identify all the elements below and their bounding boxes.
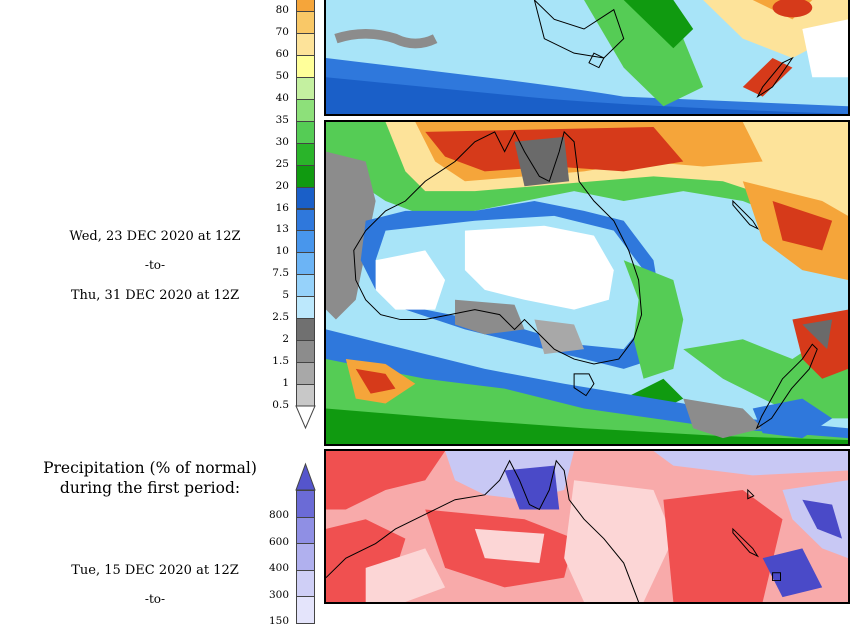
precip-legend-swatch [296,296,315,320]
percent-legend-arrow [295,462,316,491]
percent-legend-tick: 400 [268,562,289,574]
percent-normal-legend: 800 600 400 300 150 [240,460,325,627]
period-end-label: Thu, 31 DEC 2020 at 12Z [70,288,240,303]
precip-legend-tick: 40 [275,91,289,104]
percent-legend-swatch [296,543,315,571]
percent-normal-map [324,449,850,604]
precip-legend-swatch [296,274,315,298]
percent-legend-tick: 600 [268,535,289,548]
precip-legend-swatch [296,340,315,364]
precip-legend-tick: 20 [275,179,289,192]
percent-legend-tick: 800 [268,509,289,521]
percent-legend-swatch [296,569,315,597]
precip-legend-tick: 1.5 [272,355,289,368]
percent-legend-swatch [296,516,315,544]
precip-legend-tick: 2 [282,333,289,346]
percent-legend-swatch [296,596,315,624]
precip-color-legend: 80 70 60 50 40 35 30 25 20 16 13 10 7.5 5 2.5 2 1.5 1 0.5 [240,0,325,430]
percent-legend-swatch [296,490,315,518]
precip-legend-swatch [296,230,315,254]
precip-legend-swatch [296,76,315,100]
precip-legend-tick: 5 [282,289,289,302]
precip-legend-swatch [296,120,315,144]
precip-legend-tick: 35 [275,113,289,126]
precip-legend-tick: 25 [275,157,289,170]
precip-map-total-svg [326,122,848,444]
precip-legend-swatch [296,32,315,56]
first-period-start-label: Tue, 15 DEC 2020 at 12Z [71,563,239,578]
precip-legend-swatch [296,98,315,122]
period-start-label: Wed, 23 DEC 2020 at 12Z [69,229,241,244]
precip-legend-swatch [296,318,315,342]
precip-map-top-svg [326,0,848,114]
precip-legend-swatch [296,142,315,166]
precip-legend-swatch [296,164,315,188]
precip-legend-swatch [296,384,315,408]
precip-legend-tick: 13 [275,223,289,236]
precip-legend-tick: 2.5 [272,311,289,324]
percent-legend-tick: 150 [268,615,289,627]
precip-legend-swatch [296,54,315,78]
precip-legend-tick: 7.5 [272,267,289,280]
precip-legend-swatch [296,252,315,276]
period-to-label: -to- [144,258,166,272]
precip-legend-tick: 80 [275,3,289,16]
percent-normal-title-line1: Precipitation (% of normal) [43,459,257,477]
precip-legend-swatch [296,362,315,386]
precip-legend-tick: 70 [275,25,289,38]
percent-normal-title: Precipitation (% of normal) during the f… [30,458,270,498]
precip-legend-swatch [296,10,315,34]
percent-normal-map-svg [326,451,848,602]
percent-normal-title-line2: during the first period: [59,479,241,497]
precip-legend-swatch [296,208,315,232]
precip-legend-tick: 0.5 [272,399,289,412]
precip-legend-tick: 1 [282,377,289,390]
precip-legend-tick: 10 [275,245,289,258]
precip-map-top [324,0,850,116]
precip-legend-arrow [295,405,316,430]
first-period-to-label: -to- [144,592,166,606]
precip-legend-swatch [296,186,315,210]
precip-legend-tick: 30 [275,135,289,148]
precip-legend-tick: 16 [275,201,289,214]
precip-legend-tick: 50 [275,69,289,82]
percent-legend-tick: 300 [268,588,289,601]
precip-legend-tick: 60 [275,47,289,60]
precip-map-total [324,120,850,446]
